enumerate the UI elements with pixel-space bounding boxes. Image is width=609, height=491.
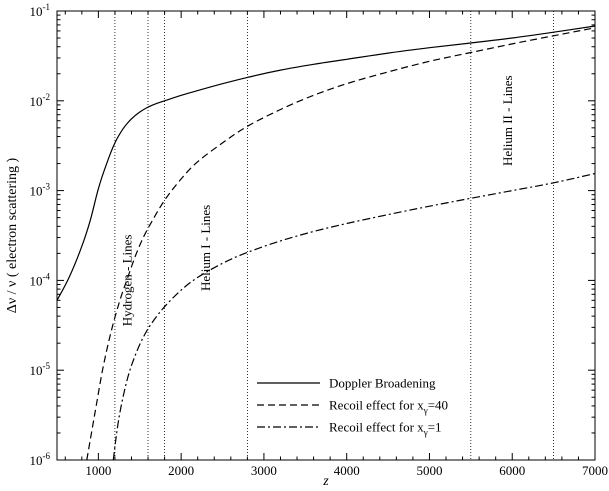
y-tick-label: 10-1 <box>30 2 51 19</box>
series-recoil-x1 <box>112 172 596 461</box>
x-tick-label: 3000 <box>251 463 277 478</box>
x-tick-label: 1000 <box>85 463 111 478</box>
series-doppler-broadening <box>56 25 596 301</box>
legend-entry-recoil-x1: Recoil effect for xγ=1 <box>257 420 442 438</box>
x-tick-label: 2000 <box>168 463 194 478</box>
x-tick-label: 5000 <box>416 463 442 478</box>
plot-frame <box>56 10 596 461</box>
y-tick-label: 10-3 <box>30 182 51 199</box>
legend-label: Recoil effect for xγ=1 <box>329 420 442 438</box>
x-tick-label: 6000 <box>499 463 525 478</box>
legend-entry-recoil-x40: Recoil effect for xγ=40 <box>257 398 448 416</box>
axis-ticks: 1000 2000 3000 4000 5000 6000 7000 10-6 10-5 10-4… <box>30 2 609 478</box>
legend-label: Doppler Broadening <box>329 376 436 391</box>
vertical-marker-lines <box>114 11 554 460</box>
annotation-helium-ii-lines: Helium II - Lines <box>500 75 515 166</box>
legend: Doppler Broadening Recoil effect for xγ=4… <box>257 376 448 438</box>
series-recoil-x40 <box>86 27 596 461</box>
y-tick-label: 10-4 <box>30 271 51 288</box>
annotation-hydrogen-lines: Hydrogen - Lines <box>120 235 135 327</box>
annotation-helium-i-lines: Helium I - Lines <box>198 205 213 291</box>
legend-entry-doppler: Doppler Broadening <box>257 376 436 391</box>
x-tick-label: 7000 <box>582 463 608 478</box>
y-axis-label: Δν / ν ( electron scattering ) <box>5 157 20 313</box>
series-layer <box>56 25 596 461</box>
legend-label: Recoil effect for xγ=40 <box>329 398 448 416</box>
y-tick-label: 10-6 <box>30 451 51 468</box>
annotations: Hydrogen - Lines Helium I - Lines Helium I… <box>120 75 516 326</box>
x-tick-label: 4000 <box>334 463 360 478</box>
y-tick-label: 10-5 <box>30 361 51 378</box>
y-tick-label: 10-2 <box>30 92 51 109</box>
x-axis-label: z <box>322 474 329 489</box>
